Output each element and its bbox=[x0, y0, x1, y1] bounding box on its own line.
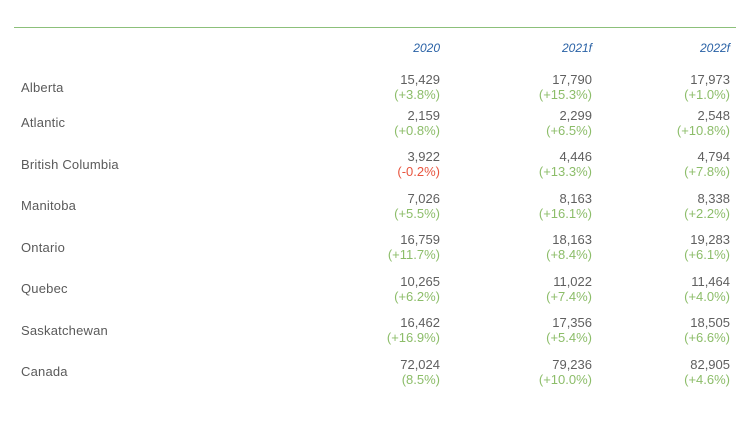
cell-value: 8,338 bbox=[697, 190, 730, 206]
cell-value: 16,759 bbox=[400, 232, 440, 248]
region-name: Quebec bbox=[21, 281, 68, 297]
table-cell: 16,759 (+11.7%) bbox=[326, 227, 440, 269]
table-row: Quebec 10,265 (+6.2%) 11,022 (+7.4%) 11,464 (+… bbox=[14, 268, 730, 310]
cell-change: (+0.8%) bbox=[394, 122, 440, 138]
table-cell: 2,548 (+10.8%) bbox=[592, 102, 730, 144]
cell-value: 3,922 bbox=[407, 149, 440, 165]
cell-change: (+1.0%) bbox=[684, 87, 730, 102]
region-name: Manitoba bbox=[21, 198, 77, 214]
table-row: Atlantic 2,159 (+0.8%) 2,299 (+6.5%) 2,548 (+1… bbox=[14, 102, 730, 144]
table-cell: 11,464 (+4.0%) bbox=[592, 268, 730, 310]
cell-value: 10,265 bbox=[400, 273, 440, 289]
table-cell: 17,356 (+5.4%) bbox=[440, 310, 592, 352]
cell-value: 17,356 bbox=[552, 315, 592, 331]
cell-change: (+3.8%) bbox=[394, 87, 440, 102]
cell-value: 15,429 bbox=[400, 72, 440, 87]
region-name: Canada bbox=[21, 364, 68, 380]
top-divider bbox=[14, 27, 736, 28]
header-row: 2020 2021f 2022f bbox=[14, 36, 730, 60]
table-cell: 10,265 (+6.2%) bbox=[326, 268, 440, 310]
cell-change: (+10.0%) bbox=[538, 371, 592, 387]
cell-change: (+6.5%) bbox=[546, 122, 592, 138]
header-2020: 2020 bbox=[413, 41, 440, 55]
cell-change: (+6.6%) bbox=[684, 330, 730, 346]
cell-value: 8,163 bbox=[559, 190, 592, 206]
table-cell: 18,505 (+6.6%) bbox=[592, 310, 730, 352]
cell-change: (+13.3%) bbox=[538, 164, 592, 180]
cell-value: 18,163 bbox=[552, 232, 592, 248]
header-2022f: 2022f bbox=[699, 41, 730, 55]
cell-change: (+6.2%) bbox=[394, 288, 440, 304]
region-name: Saskatchewan bbox=[21, 322, 108, 338]
cell-change: (+11.7%) bbox=[387, 247, 440, 263]
cell-value: 19,283 bbox=[690, 232, 730, 248]
header-region bbox=[14, 36, 326, 60]
cell-value: 4,794 bbox=[697, 149, 730, 165]
table-cell: 79,236 (+10.0%) bbox=[440, 351, 592, 393]
header-2021f: 2021f bbox=[561, 41, 592, 55]
cell-value: 2,299 bbox=[559, 107, 592, 123]
table-cell: 17,973 (+1.0%) bbox=[592, 60, 730, 102]
table-cell: 16,462 (+16.9%) bbox=[326, 310, 440, 352]
table-cell: 7,026 (+5.5%) bbox=[326, 185, 440, 227]
cell-change: (+16.9%) bbox=[386, 330, 440, 346]
cell-value: 79,236 bbox=[552, 356, 592, 372]
cell-value: 18,505 bbox=[690, 315, 730, 331]
table-cell: 18,163 (+8.4%) bbox=[440, 227, 592, 269]
table-cell: 4,446 (+13.3%) bbox=[440, 144, 592, 186]
cell-change: (+5.4%) bbox=[546, 330, 592, 346]
cell-value: 7,026 bbox=[407, 190, 440, 206]
cell-change: (+10.8%) bbox=[676, 122, 730, 138]
forecast-table: 2020 2021f 2022f Alberta 15,429 (+3.8%) 17,… bbox=[14, 36, 730, 393]
table-row: Canada 72,024 (8.5%) 79,236 (+10.0%) 82,905 (+… bbox=[14, 351, 730, 393]
cell-change: (+2.2%) bbox=[684, 205, 730, 221]
cell-value: 17,790 bbox=[552, 72, 592, 87]
cell-change: (+7.8%) bbox=[684, 164, 730, 180]
table-cell: 3,922 (-0.2%) bbox=[326, 144, 440, 186]
cell-value: 16,462 bbox=[400, 315, 440, 331]
cell-change: (+4.6%) bbox=[684, 371, 730, 387]
cell-value: 2,159 bbox=[407, 107, 440, 123]
table-cell: 2,299 (+6.5%) bbox=[440, 102, 592, 144]
cell-value: 82,905 bbox=[690, 356, 730, 372]
cell-change: (8.5%) bbox=[401, 371, 440, 387]
table-row: Ontario 16,759 (+11.7%) 18,163 (+8.4%) 19,283… bbox=[14, 227, 730, 269]
cell-value: 17,973 bbox=[690, 72, 730, 87]
table-row: Manitoba 7,026 (+5.5%) 8,163 (+16.1%) 8,338 (+… bbox=[14, 185, 730, 227]
table-row: Alberta 15,429 (+3.8%) 17,790 (+15.3%) 17,973… bbox=[14, 60, 730, 102]
table-body: Alberta 15,429 (+3.8%) 17,790 (+15.3%) 17,973… bbox=[14, 60, 730, 393]
region-name: British Columbia bbox=[21, 156, 119, 172]
table-cell: 2,159 (+0.8%) bbox=[326, 102, 440, 144]
region-name: Ontario bbox=[21, 239, 66, 255]
table-cell: 19,283 (+6.1%) bbox=[592, 227, 730, 269]
cell-change: (-0.2%) bbox=[397, 164, 440, 180]
cell-value: 11,022 bbox=[553, 273, 592, 289]
table-cell: 15,429 (+3.8%) bbox=[326, 60, 440, 102]
table-cell: 11,022 (+7.4%) bbox=[440, 268, 592, 310]
cell-change: (+6.1%) bbox=[684, 247, 730, 263]
cell-change: (+5.5%) bbox=[394, 205, 440, 221]
table-row: Saskatchewan 16,462 (+16.9%) 17,356 (+5.4%) 1… bbox=[14, 310, 730, 352]
table-row: British Columbia 3,922 (-0.2%) 4,446 (+13.3%… bbox=[14, 144, 730, 186]
table-cell: 82,905 (+4.6%) bbox=[592, 351, 730, 393]
cell-change: (+15.3%) bbox=[538, 87, 592, 102]
cell-change: (+8.4%) bbox=[546, 247, 592, 263]
region-name: Atlantic bbox=[21, 115, 66, 131]
table-cell: 72,024 (8.5%) bbox=[326, 351, 440, 393]
cell-value: 4,446 bbox=[559, 149, 592, 165]
cell-value: 11,464 bbox=[691, 273, 730, 289]
cell-change: (+7.4%) bbox=[546, 288, 592, 304]
table-cell: 4,794 (+7.8%) bbox=[592, 144, 730, 186]
table-cell: 8,163 (+16.1%) bbox=[440, 185, 592, 227]
cell-value: 72,024 bbox=[400, 356, 440, 372]
cell-change: (+16.1%) bbox=[538, 205, 592, 221]
table-cell: 8,338 (+2.2%) bbox=[592, 185, 730, 227]
cell-value: 2,548 bbox=[697, 107, 730, 123]
table-cell: 17,790 (+15.3%) bbox=[440, 60, 592, 102]
cell-change: (+4.0%) bbox=[684, 288, 730, 304]
region-name: Alberta bbox=[21, 79, 64, 95]
